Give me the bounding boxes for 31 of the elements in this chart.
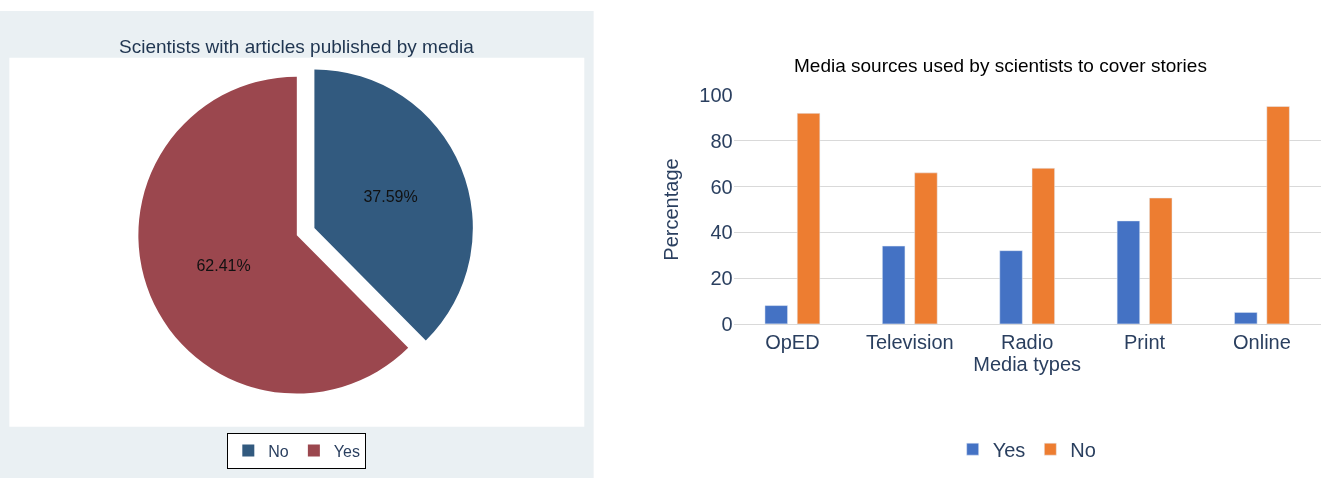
x-tick-label: Radio <box>1001 330 1054 353</box>
x-tick-label: Online <box>1233 330 1291 353</box>
y-tick-label: 80 <box>710 129 733 152</box>
y-tick-label: 100 <box>699 84 733 107</box>
chart-title: Media sources used by scientists to cover stories <box>794 55 1207 76</box>
y-tick-label: 40 <box>710 221 733 244</box>
x-tick-label: Television <box>865 330 954 353</box>
chart-title: Scientists with articles published by media <box>119 36 475 57</box>
bar <box>1266 106 1290 324</box>
legend-label: Yes <box>333 442 360 460</box>
legend-label: No <box>1070 438 1096 461</box>
y-axis-title: Percentage <box>659 158 682 261</box>
legend-label: Yes <box>992 438 1026 461</box>
y-tick-label: 0 <box>721 312 733 335</box>
x-tick-label: Print <box>1124 330 1166 353</box>
bar <box>796 113 821 324</box>
bar <box>882 245 906 324</box>
x-axis-title: Media types <box>973 352 1082 375</box>
bar <box>1234 312 1258 324</box>
y-tick-label: 20 <box>710 267 733 290</box>
bar <box>914 172 938 324</box>
y-tick-label: 60 <box>710 175 733 198</box>
bar <box>1149 197 1173 324</box>
x-tick-label: OpED <box>765 330 820 353</box>
bar <box>1116 220 1140 324</box>
data-label: 62.41% <box>196 256 251 274</box>
bar <box>764 305 788 324</box>
bar <box>999 250 1023 324</box>
legend-label: No <box>268 442 289 460</box>
data-label: 37.59% <box>363 188 418 206</box>
bar <box>1031 168 1055 324</box>
